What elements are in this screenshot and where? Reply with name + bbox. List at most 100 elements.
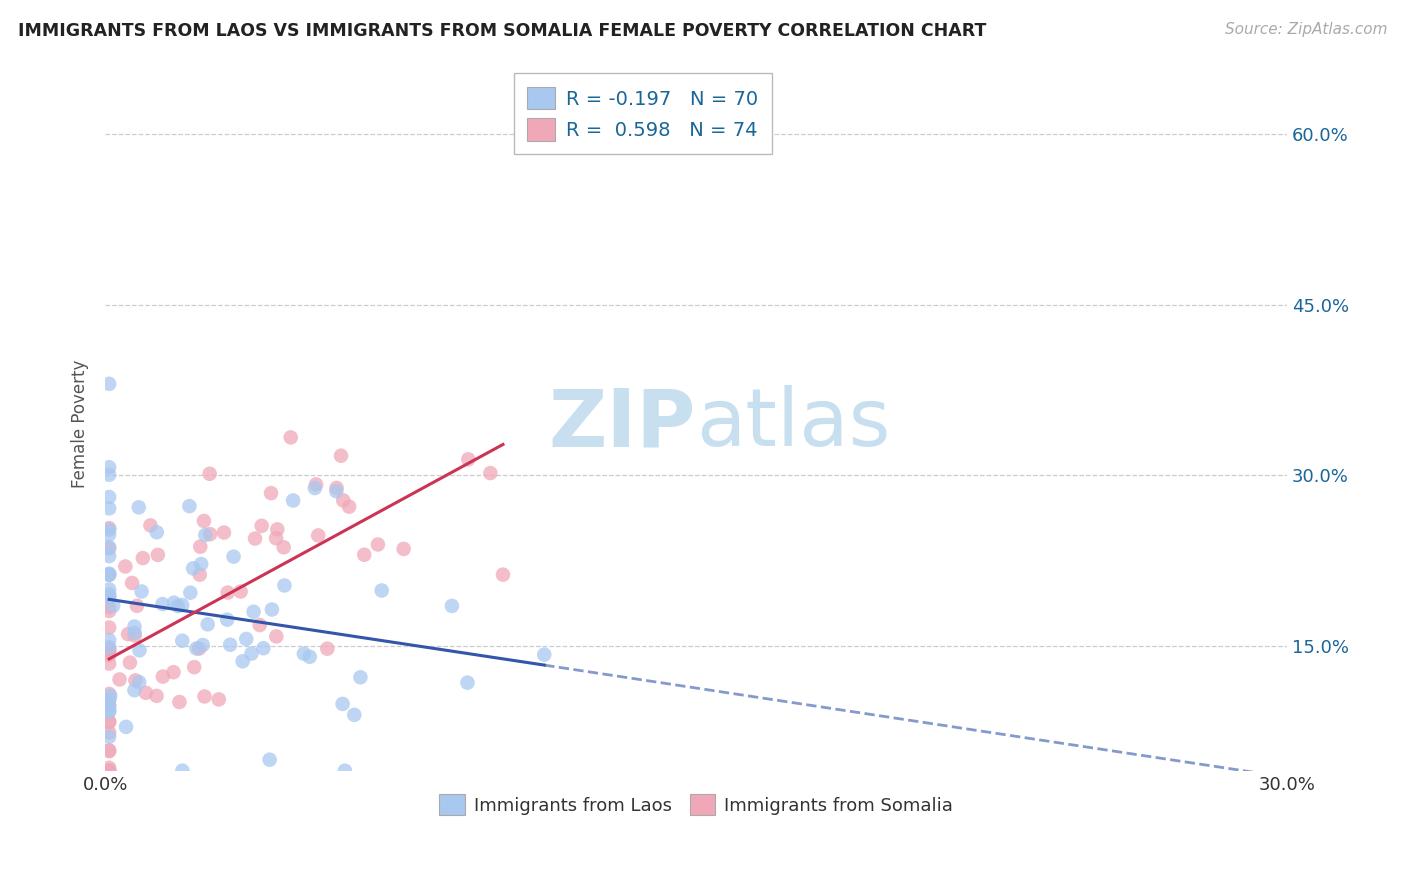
Point xyxy=(167,599,190,613)
Point xyxy=(533,648,555,662)
Point xyxy=(115,720,138,734)
Point xyxy=(98,590,121,604)
Point xyxy=(98,693,121,707)
Point xyxy=(492,567,515,582)
Point xyxy=(172,633,194,648)
Point xyxy=(457,452,479,467)
Point xyxy=(128,675,150,690)
Point xyxy=(222,549,245,564)
Point xyxy=(260,486,283,500)
Point xyxy=(280,430,302,444)
Point xyxy=(264,531,287,545)
Point xyxy=(98,744,121,758)
Point xyxy=(332,697,354,711)
Point xyxy=(98,632,121,647)
Point xyxy=(188,540,211,554)
Point xyxy=(131,584,153,599)
Point xyxy=(125,599,148,613)
Point xyxy=(316,641,339,656)
Point xyxy=(440,599,463,613)
Text: Source: ZipAtlas.com: Source: ZipAtlas.com xyxy=(1225,22,1388,37)
Point xyxy=(337,500,360,514)
Point xyxy=(98,743,121,757)
Point xyxy=(190,557,212,571)
Point xyxy=(98,460,121,475)
Point xyxy=(98,699,121,714)
Point xyxy=(332,493,354,508)
Point xyxy=(98,689,121,703)
Point xyxy=(235,632,257,646)
Point xyxy=(124,628,146,642)
Point xyxy=(139,518,162,533)
Point xyxy=(456,675,478,690)
Point xyxy=(98,621,121,635)
Point xyxy=(98,541,121,556)
Point xyxy=(198,467,221,481)
Point xyxy=(281,493,304,508)
Point xyxy=(179,499,201,513)
Point xyxy=(252,641,274,656)
Point xyxy=(242,605,264,619)
Point xyxy=(266,522,288,536)
Point xyxy=(98,657,121,671)
Point xyxy=(169,695,191,709)
Point xyxy=(98,376,121,391)
Point xyxy=(325,484,347,499)
Point xyxy=(98,714,121,729)
Point xyxy=(98,764,121,778)
Point xyxy=(162,665,184,680)
Point xyxy=(98,582,121,597)
Point xyxy=(98,587,121,601)
Point xyxy=(128,643,150,657)
Point xyxy=(172,764,194,778)
Point xyxy=(98,549,121,563)
Point xyxy=(367,537,389,551)
Point xyxy=(146,525,169,540)
Point xyxy=(172,598,194,612)
Point xyxy=(124,673,146,688)
Point xyxy=(135,686,157,700)
Point xyxy=(194,528,217,542)
Point xyxy=(98,521,121,535)
Point xyxy=(219,638,242,652)
Point xyxy=(183,660,205,674)
Point xyxy=(98,644,121,658)
Point xyxy=(243,532,266,546)
Point xyxy=(307,528,329,542)
Legend: Immigrants from Laos, Immigrants from Somalia: Immigrants from Laos, Immigrants from So… xyxy=(430,785,962,824)
Point xyxy=(298,649,321,664)
Point xyxy=(370,583,392,598)
Point xyxy=(212,525,235,540)
Point xyxy=(163,596,186,610)
Point xyxy=(98,730,121,744)
Point xyxy=(188,641,211,656)
Point xyxy=(98,715,121,730)
Point xyxy=(98,761,121,775)
Point xyxy=(191,638,214,652)
Point xyxy=(124,626,146,640)
Point xyxy=(98,764,121,778)
Point xyxy=(232,654,254,668)
Point xyxy=(98,725,121,739)
Point xyxy=(132,551,155,566)
Point xyxy=(330,449,353,463)
Point xyxy=(292,647,315,661)
Point xyxy=(249,618,271,632)
Point xyxy=(98,692,121,706)
Y-axis label: Female Poverty: Female Poverty xyxy=(72,359,89,488)
Point xyxy=(98,540,121,554)
Point xyxy=(181,561,204,575)
Point xyxy=(124,683,146,698)
Point xyxy=(152,669,174,683)
Point xyxy=(98,640,121,655)
Point xyxy=(98,687,121,701)
Point xyxy=(98,698,121,713)
Point xyxy=(188,567,211,582)
Point xyxy=(128,500,150,515)
Point xyxy=(193,690,215,704)
Point xyxy=(250,518,273,533)
Point xyxy=(349,670,371,684)
Point xyxy=(98,604,121,618)
Point xyxy=(98,648,121,663)
Point xyxy=(98,764,121,778)
